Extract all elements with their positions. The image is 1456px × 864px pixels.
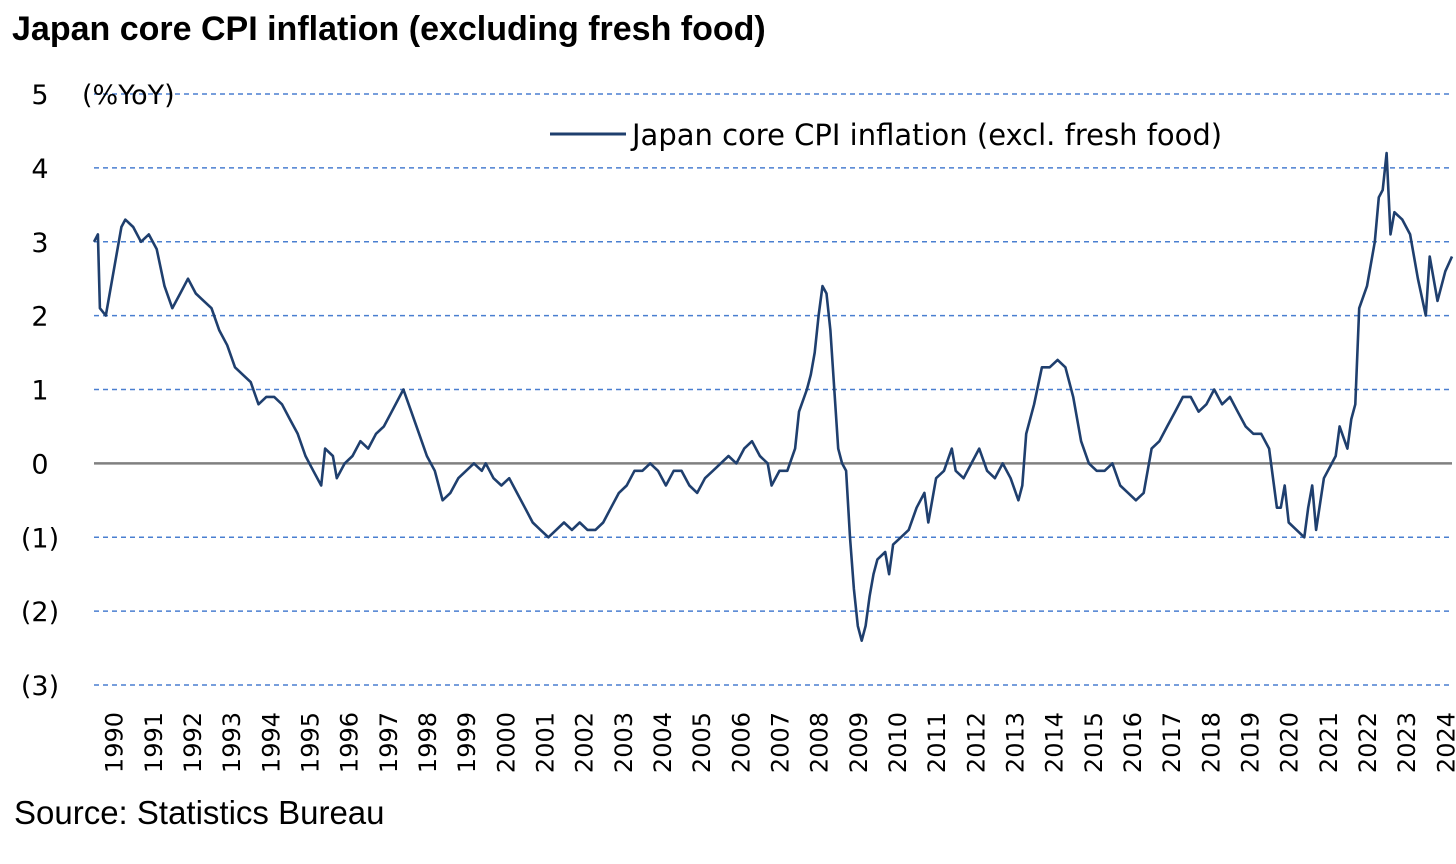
x-tick-label: 2010 (884, 712, 912, 773)
y-tick-label: 1 (31, 376, 48, 407)
x-tick-label: 2004 (649, 712, 677, 773)
x-tick-label: 2013 (1001, 712, 1029, 773)
chart-plot: 5 4 3 2 1 0 (1) (2) (3) 1990 1991 1992 1993 1994 1995… (21, 80, 1456, 773)
x-tick-label: 2011 (923, 712, 951, 773)
x-tick-label: 2015 (1080, 712, 1108, 773)
x-tick-label: 1990 (101, 712, 129, 773)
x-tick-label: 2009 (845, 712, 873, 773)
y-tick-label: (3) (21, 671, 59, 702)
x-tick-label: 1998 (414, 712, 442, 773)
x-tick-label: 1997 (375, 712, 403, 773)
chart-title: Japan core CPI inflation (excluding fres… (12, 10, 766, 48)
x-tick-label: 2003 (610, 712, 638, 773)
x-tick-label: 2006 (727, 712, 755, 773)
x-tick-label: 2016 (1119, 712, 1147, 773)
y-unit-label: (%YoY) (82, 80, 175, 111)
x-tick-label: 1994 (257, 712, 285, 773)
x-tick-label: 2017 (1158, 712, 1186, 773)
x-tick-label: 1996 (336, 712, 364, 773)
x-tick-label: 2007 (766, 712, 794, 773)
x-tick-label: 2014 (1041, 712, 1069, 773)
x-tick-label: 2005 (688, 712, 716, 773)
y-tick-label: 3 (31, 228, 48, 259)
x-tick-label: 2022 (1354, 712, 1382, 773)
x-tick-label: 2021 (1315, 712, 1343, 773)
x-tick-label: 2002 (571, 712, 599, 773)
y-tick-label: (2) (21, 597, 59, 628)
y-tick-label: 5 (31, 80, 48, 111)
x-tick-label: 1999 (453, 712, 481, 773)
x-tick-label: 2020 (1276, 712, 1304, 773)
y-tick-label: 4 (31, 154, 48, 185)
x-tick-label: 2008 (806, 712, 834, 773)
x-tick-label: 2018 (1197, 712, 1225, 773)
y-tick-label: 2 (31, 302, 48, 333)
x-tick-label: 1993 (218, 712, 246, 773)
x-tick-label: 2019 (1236, 712, 1264, 773)
source-note: Source: Statistics Bureau (14, 794, 385, 831)
series-line-core-cpi (92, 151, 1454, 642)
y-axis-ticks: 5 4 3 2 1 0 (1) (2) (3) (21, 80, 59, 702)
x-tick-label: 2000 (492, 712, 520, 773)
x-tick-label: 1992 (179, 712, 207, 773)
x-axis-ticks: 1990 1991 1992 1993 1994 1995 1996 1997 1998 1999… (101, 712, 1456, 773)
gridlines (94, 93, 1452, 686)
x-tick-label: 2012 (962, 712, 990, 773)
x-tick-label: 2001 (531, 712, 559, 773)
x-tick-label: 2024 (1432, 712, 1456, 773)
legend: Japan core CPI inflation (excl. fresh fo… (550, 118, 1222, 152)
legend-label: Japan core CPI inflation (excl. fresh fo… (630, 118, 1222, 152)
x-tick-label: 1995 (296, 712, 324, 773)
x-tick-label: 1991 (140, 712, 168, 773)
y-tick-label: 0 (31, 449, 48, 480)
x-tick-label: 2023 (1393, 712, 1421, 773)
y-tick-label: (1) (21, 523, 59, 554)
